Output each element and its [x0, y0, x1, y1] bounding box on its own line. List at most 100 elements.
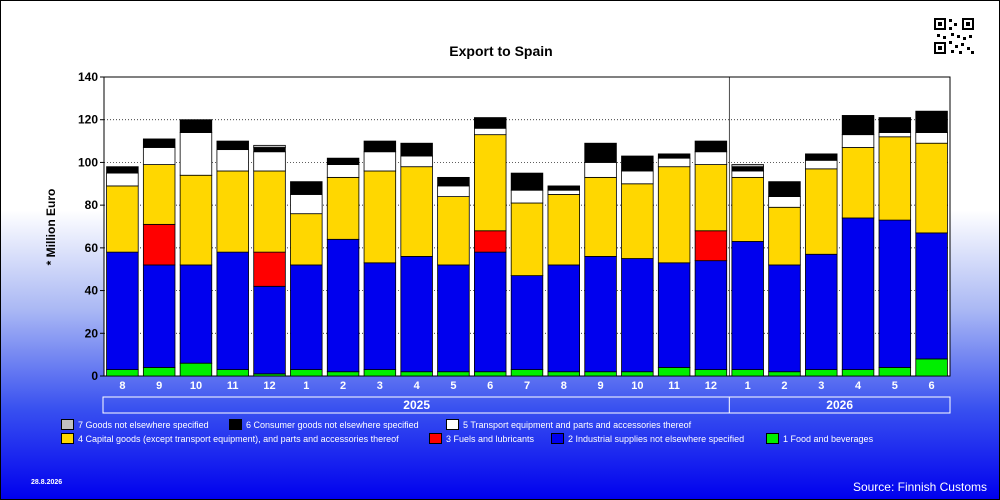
bar-segment-6 [878, 117, 912, 133]
bar-segment-6 [915, 110, 948, 133]
bar-segment-4 [915, 142, 948, 234]
bar-segment-6 [290, 181, 323, 195]
bar-segment-4 [253, 170, 286, 253]
y-axis-label: * Million Euro [44, 189, 58, 266]
bar-segment-6 [179, 119, 213, 133]
x-tick-label: 8 [561, 380, 567, 392]
bar-segment-2 [142, 264, 176, 368]
bar-segment-4 [142, 164, 176, 225]
bar-segment-2 [363, 262, 397, 370]
bar-segment-7 [253, 144, 286, 148]
x-tick-label: 9 [156, 380, 162, 392]
bar-segment-1 [510, 369, 544, 377]
bar-segment-2 [841, 217, 875, 370]
bar-segment-5 [805, 159, 838, 170]
bar-segment-6 [657, 153, 691, 159]
bar-segment-2 [326, 238, 360, 373]
x-tick-label: 5 [892, 380, 898, 392]
bar-segment-1 [216, 369, 249, 377]
bar-segment-3 [474, 230, 507, 253]
legend-label: 4 Capital goods (except transport equipm… [78, 433, 399, 444]
y-tick-label: 120 [78, 113, 98, 127]
legend-swatch [429, 433, 442, 444]
legend-swatch [551, 433, 564, 444]
bar-segment-2 [216, 251, 249, 370]
legend-label: 6 Consumer goods not elsewhere specified [246, 419, 419, 430]
legend-item: 7 Goods not elsewhere specified [61, 419, 209, 430]
bar-segment-4 [878, 136, 912, 221]
bar-segment-1 [657, 367, 691, 377]
x-tick-label: 9 [598, 380, 604, 392]
bar-segment-3 [694, 230, 728, 262]
bar-segment-2 [694, 260, 728, 370]
bar-segment-4 [474, 134, 507, 232]
bar-segment-2 [657, 262, 691, 368]
bar-segment-4 [731, 176, 764, 242]
source-label: Source: Finnish Customs [852, 480, 987, 494]
y-tick-label: 60 [85, 241, 99, 255]
bar-segment-5 [290, 194, 323, 215]
bar-segment-1 [142, 367, 176, 377]
x-tick-label: 6 [929, 380, 935, 392]
y-tick-label: 100 [78, 155, 98, 169]
bar-segment-6 [584, 142, 617, 163]
x-tick-label: 1 [745, 380, 751, 392]
bar-segment-1 [290, 369, 323, 377]
bar-segment-2 [437, 264, 470, 373]
bar-segment-4 [326, 176, 360, 240]
bar-segment-5 [768, 196, 801, 208]
bar-segment-4 [437, 196, 470, 266]
legend-swatch [766, 433, 779, 444]
x-tick-label: 4 [855, 380, 862, 392]
bar-segment-4 [768, 206, 801, 266]
bar-segment-6 [841, 115, 875, 136]
bar-segment-1 [731, 369, 764, 377]
bar-segment-5 [142, 147, 176, 165]
bar-segment-3 [253, 251, 286, 287]
bar-segment-5 [878, 132, 912, 138]
legend-swatch [446, 419, 459, 430]
bar-segment-6 [106, 166, 139, 174]
bar-segment-1 [915, 358, 948, 377]
bar-segment-2 [805, 253, 838, 370]
y-tick-label: 20 [85, 326, 99, 340]
bar-segment-5 [510, 189, 544, 204]
bar-segment-5 [216, 149, 249, 172]
legend-swatch [229, 419, 242, 430]
bar-segment-4 [363, 170, 397, 264]
bar-segment-6 [363, 140, 397, 153]
bar-segment-5 [657, 157, 691, 168]
bar-segment-4 [805, 168, 838, 255]
bar-segment-5 [106, 172, 139, 187]
y-tick-label: 40 [85, 284, 99, 298]
bar-segment-1 [841, 369, 875, 377]
bar-segment-4 [106, 185, 139, 253]
legend-swatch [61, 419, 74, 430]
x-tick-label: 4 [414, 380, 421, 392]
year-label: 2025 [403, 398, 430, 412]
bar-segment-3 [142, 223, 176, 266]
bar-segment-5 [326, 164, 360, 178]
legend-label: 1 Food and beverages [783, 433, 874, 444]
bar-segment-5 [253, 151, 286, 172]
bar-segment-6 [400, 142, 433, 157]
bar-segment-1 [584, 371, 617, 377]
bar-segment-5 [584, 162, 617, 178]
bar-segment-1 [437, 371, 470, 377]
bar-segment-6 [694, 140, 728, 153]
bar-segment-1 [363, 369, 397, 377]
x-tick-label: 1 [303, 380, 309, 392]
chart-title: Export to Spain [449, 43, 552, 59]
bar-segment-5 [437, 185, 470, 198]
bar-segment-6 [253, 147, 286, 153]
x-tick-label: 3 [377, 380, 383, 392]
bar-segment-4 [216, 170, 249, 253]
bar-segment-4 [694, 164, 728, 232]
bar-segment-6 [768, 181, 801, 197]
x-tick-label: 3 [818, 380, 824, 392]
x-tick-label: 7 [524, 380, 530, 392]
bar-segment-4 [179, 174, 213, 266]
bar-segment-7 [731, 164, 764, 168]
bar-segment-2 [400, 255, 433, 373]
bar-segment-5 [731, 170, 764, 178]
